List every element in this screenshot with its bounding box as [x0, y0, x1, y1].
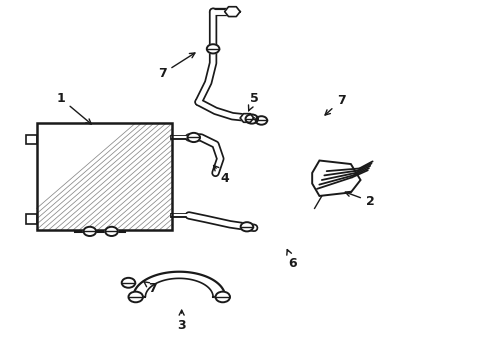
Text: 7: 7 [158, 53, 195, 80]
Bar [37, 123, 172, 230]
Text: 3: 3 [177, 310, 185, 332]
Text: 5: 5 [248, 92, 258, 111]
Circle shape [215, 292, 229, 302]
Circle shape [128, 292, 142, 302]
Text: 2: 2 [345, 192, 374, 208]
Text: 4: 4 [213, 166, 229, 185]
Polygon shape [240, 114, 253, 122]
Circle shape [187, 133, 200, 142]
Circle shape [255, 116, 266, 125]
Circle shape [240, 222, 253, 231]
Bar [26, 135, 37, 144]
Text: 6: 6 [286, 249, 297, 270]
Bar [26, 215, 37, 224]
Circle shape [245, 114, 258, 123]
Polygon shape [224, 7, 240, 17]
Circle shape [105, 227, 118, 236]
Bar [37, 123, 172, 230]
Text: 1: 1 [56, 92, 91, 124]
Circle shape [83, 227, 96, 236]
Circle shape [206, 44, 219, 54]
Circle shape [122, 278, 135, 288]
Text: 7: 7 [325, 94, 345, 115]
Text: 7: 7 [143, 281, 157, 294]
